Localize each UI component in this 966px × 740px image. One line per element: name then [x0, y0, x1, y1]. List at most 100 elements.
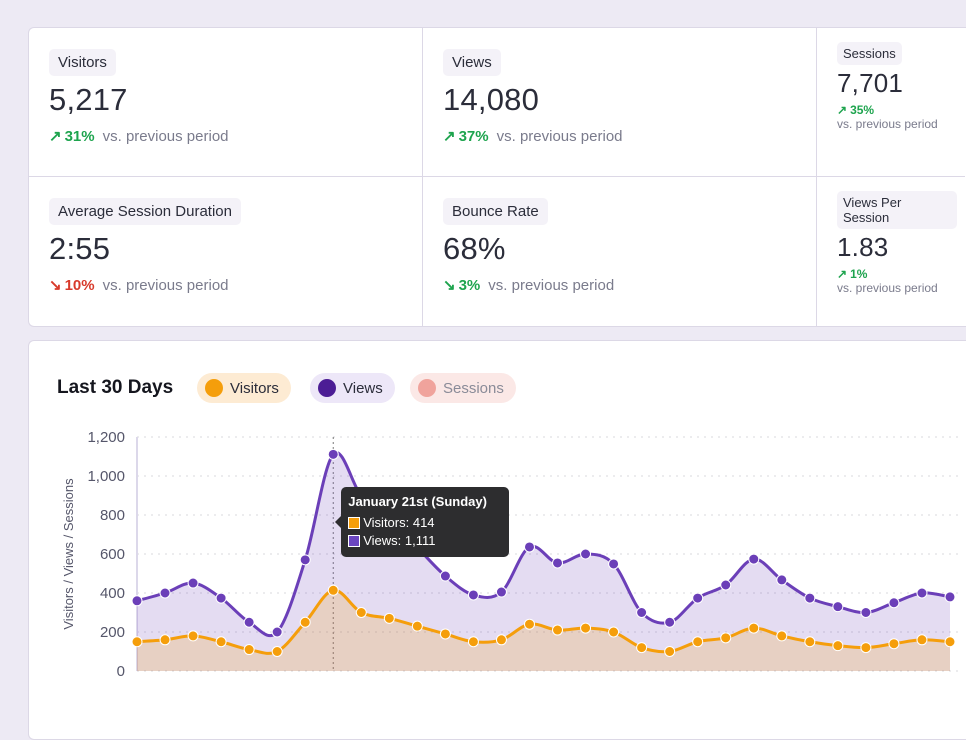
- visitors-point: [832, 640, 844, 652]
- arrow-down-right-icon: ↘: [443, 277, 456, 294]
- visitors-point: [580, 622, 592, 634]
- stat-label: Sessions: [837, 42, 902, 65]
- views-point: [243, 616, 255, 628]
- y-tick-label: 800: [100, 507, 125, 524]
- y-tick-label: 400: [100, 585, 125, 602]
- views-point: [888, 597, 900, 609]
- stat-card: Bounce Rate 68% ↘ 3% vs. previous period: [423, 177, 817, 326]
- views-point: [636, 607, 648, 618]
- stat-label: Visitors: [49, 49, 116, 76]
- legend-visitors-toggle[interactable]: Visitors: [197, 373, 291, 403]
- views-point: [608, 558, 620, 570]
- stat-change: 1%: [850, 267, 868, 281]
- stat-value: 1.83: [837, 232, 889, 262]
- stat-compare: vs. previous period: [102, 127, 229, 145]
- views-point: [916, 587, 928, 599]
- stat-compare: vs. previous period: [837, 117, 938, 131]
- stat-value: 5,217: [49, 82, 128, 117]
- y-tick-label: 600: [100, 546, 125, 563]
- stat-card: Visitors 5,217 ↗ 31% vs. previous period: [29, 28, 423, 177]
- views-point: [215, 592, 227, 604]
- legend-label: Views: [343, 379, 383, 397]
- y-tick-label: 1,000: [87, 468, 125, 485]
- views-point: [299, 554, 311, 566]
- y-tick-label: 0: [117, 663, 125, 680]
- legend-label: Sessions: [443, 379, 504, 397]
- visitors-swatch-icon: [348, 516, 361, 529]
- stat-compare: vs. previous period: [102, 276, 229, 294]
- views-point: [664, 616, 676, 628]
- views-point: [944, 591, 956, 603]
- views-point: [748, 553, 760, 565]
- tooltip-views: Views: 1,111: [363, 533, 436, 548]
- arrow-up-right-icon: ↗: [837, 267, 848, 281]
- visitors-point: [355, 607, 367, 618]
- views-point: [327, 448, 339, 460]
- y-axis-label: Visitors / Views / Sessions: [61, 478, 76, 630]
- stat-card: Sessions 7,701 ↗ 35% vs. previous period: [817, 28, 965, 177]
- visitors-point: [467, 636, 479, 648]
- stat-compare: vs. previous period: [496, 127, 623, 145]
- views-point: [271, 626, 283, 638]
- stat-value: 7,701: [837, 68, 904, 98]
- views-point: [495, 586, 507, 598]
- visitors-point: [215, 636, 227, 648]
- views-dot-icon: [318, 379, 336, 397]
- visitors-point: [748, 622, 760, 634]
- visitors-point: [860, 642, 872, 654]
- views-point: [552, 557, 564, 569]
- stat-value: 14,080: [443, 82, 540, 117]
- visitors-point: [523, 618, 535, 630]
- arrow-up-right-icon: ↗: [49, 128, 62, 145]
- stat-change: 10%: [64, 276, 95, 294]
- stat-value: 68%: [443, 231, 506, 266]
- stat-compare: vs. previous period: [488, 276, 615, 294]
- visitors-point: [944, 636, 956, 648]
- stat-card: Views 14,080 ↗ 37% vs. previous period: [423, 28, 817, 177]
- views-point: [804, 592, 816, 604]
- visitors-point: [608, 626, 620, 638]
- views-point: [131, 595, 143, 607]
- views-point: [580, 548, 592, 560]
- stat-label: Views: [443, 49, 501, 76]
- stat-card: Views Per Session 1.83 ↗ 1% vs. previous p…: [817, 177, 965, 326]
- stat-value: 2:55: [49, 231, 111, 266]
- arrow-up-right-icon: ↗: [837, 103, 848, 117]
- visitors-point: [888, 638, 900, 650]
- y-tick-label: 200: [100, 624, 125, 641]
- views-point: [692, 592, 704, 604]
- visitors-point: [552, 624, 564, 636]
- tooltip-title: January 21st (Sunday): [348, 494, 487, 509]
- stat-change: 37%: [458, 127, 489, 145]
- legend-views-toggle[interactable]: Views: [310, 373, 395, 403]
- sessions-dot-icon: [418, 379, 436, 397]
- visitors-point: [439, 628, 451, 640]
- legend-label: Visitors: [230, 379, 279, 397]
- visitors-point: [327, 584, 339, 596]
- views-point: [467, 589, 479, 601]
- visitors-point: [664, 646, 676, 657]
- arrow-up-right-icon: ↗: [443, 128, 456, 145]
- arrow-down-right-icon: ↘: [49, 277, 62, 294]
- visitors-point: [692, 636, 704, 648]
- stat-change: 35%: [850, 103, 875, 117]
- stat-label: Average Session Duration: [49, 198, 241, 225]
- stats-grid: Visitors 5,217 ↗ 31% vs. previous period Vi…: [28, 27, 966, 327]
- stat-label: Bounce Rate: [443, 198, 548, 225]
- views-point: [439, 570, 451, 582]
- visitors-point: [411, 620, 423, 632]
- views-swatch-icon: [348, 534, 361, 547]
- visitors-dot-icon: [205, 379, 223, 397]
- visitors-point: [271, 646, 283, 657]
- chart-tooltip: January 21st (Sunday) Visitors: 414 View…: [335, 487, 510, 557]
- stat-change: 31%: [64, 127, 95, 145]
- visitors-point: [916, 634, 928, 646]
- visitors-point: [383, 612, 395, 624]
- visitors-point: [243, 644, 255, 656]
- views-point: [159, 587, 171, 599]
- visitors-point: [131, 636, 143, 648]
- visitors-point: [159, 634, 171, 646]
- stat-label: Views Per Session: [837, 191, 957, 229]
- legend-sessions-toggle[interactable]: Sessions: [410, 373, 516, 403]
